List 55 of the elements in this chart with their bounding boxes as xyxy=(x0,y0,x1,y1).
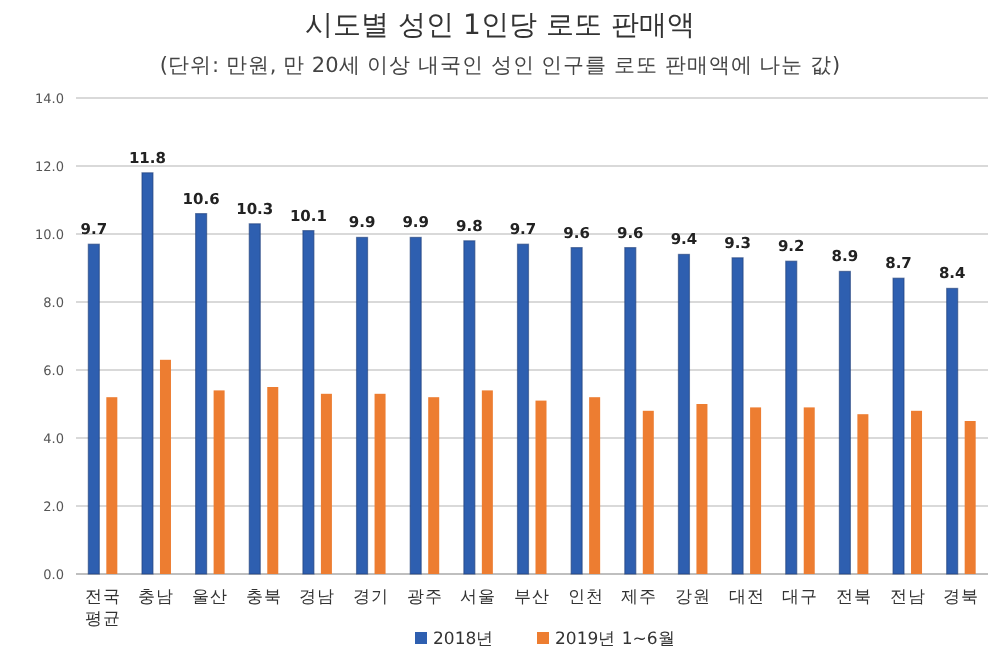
bar xyxy=(195,213,208,575)
bar xyxy=(267,387,279,574)
bar xyxy=(624,247,637,575)
legend-label: 2018년 xyxy=(433,630,495,650)
bar xyxy=(750,407,762,574)
bar xyxy=(946,287,959,575)
bar xyxy=(106,397,118,574)
bar xyxy=(731,257,744,575)
bar xyxy=(213,390,225,574)
x-tick-label: 서울 xyxy=(460,588,497,608)
bar xyxy=(428,397,440,574)
x-tick-label: 경북 xyxy=(943,588,980,608)
x-tick-label: 대구 xyxy=(782,588,819,608)
x-tick-label: 광주 xyxy=(406,588,443,608)
bar xyxy=(838,270,851,575)
x-tick-label: 인천 xyxy=(567,588,604,608)
bar xyxy=(964,421,976,574)
bar xyxy=(248,223,261,575)
bar xyxy=(141,172,154,575)
x-tick-label: 전국 평균 xyxy=(84,588,121,630)
x-tick-label: 경남 xyxy=(299,588,336,608)
bar xyxy=(857,414,869,574)
bar xyxy=(374,393,386,574)
legend-label: 2019년 1~6월 xyxy=(555,630,676,650)
bar xyxy=(803,407,815,574)
bar xyxy=(355,236,369,575)
bar xyxy=(892,277,905,575)
bar xyxy=(516,243,530,575)
bar xyxy=(677,253,691,575)
bar xyxy=(911,410,923,574)
bar xyxy=(570,247,583,575)
x-tick-label: 전남 xyxy=(889,588,926,608)
x-tick-label: 강원 xyxy=(674,588,711,608)
bar xyxy=(696,404,708,574)
x-tick-label: 울산 xyxy=(192,588,229,608)
bar xyxy=(159,359,171,574)
bar xyxy=(481,390,493,574)
x-tick-label: 대전 xyxy=(728,588,765,608)
bar xyxy=(463,240,476,575)
bar xyxy=(87,243,100,575)
bar xyxy=(785,260,798,575)
chart-title: 시도별 성인 1인당 로또 판매액 xyxy=(305,10,695,42)
bar xyxy=(535,400,547,574)
x-tick-label: 경기 xyxy=(353,588,390,608)
x-tick-label: 충북 xyxy=(245,588,282,608)
x-tick-label: 충남 xyxy=(138,588,175,608)
bar xyxy=(302,230,315,575)
x-tick-label: 부산 xyxy=(514,588,550,608)
chart-subtitle: (단위: 만원, 만 20세 이상 내국인 성인 인구를 로또 판매액에 나눈 값) xyxy=(159,54,841,78)
x-tick-label: 제주 xyxy=(621,588,658,608)
bar xyxy=(409,236,422,575)
x-tick-label: 전북 xyxy=(835,588,872,608)
bar xyxy=(589,397,601,574)
bar xyxy=(642,410,654,574)
bar xyxy=(320,393,332,574)
